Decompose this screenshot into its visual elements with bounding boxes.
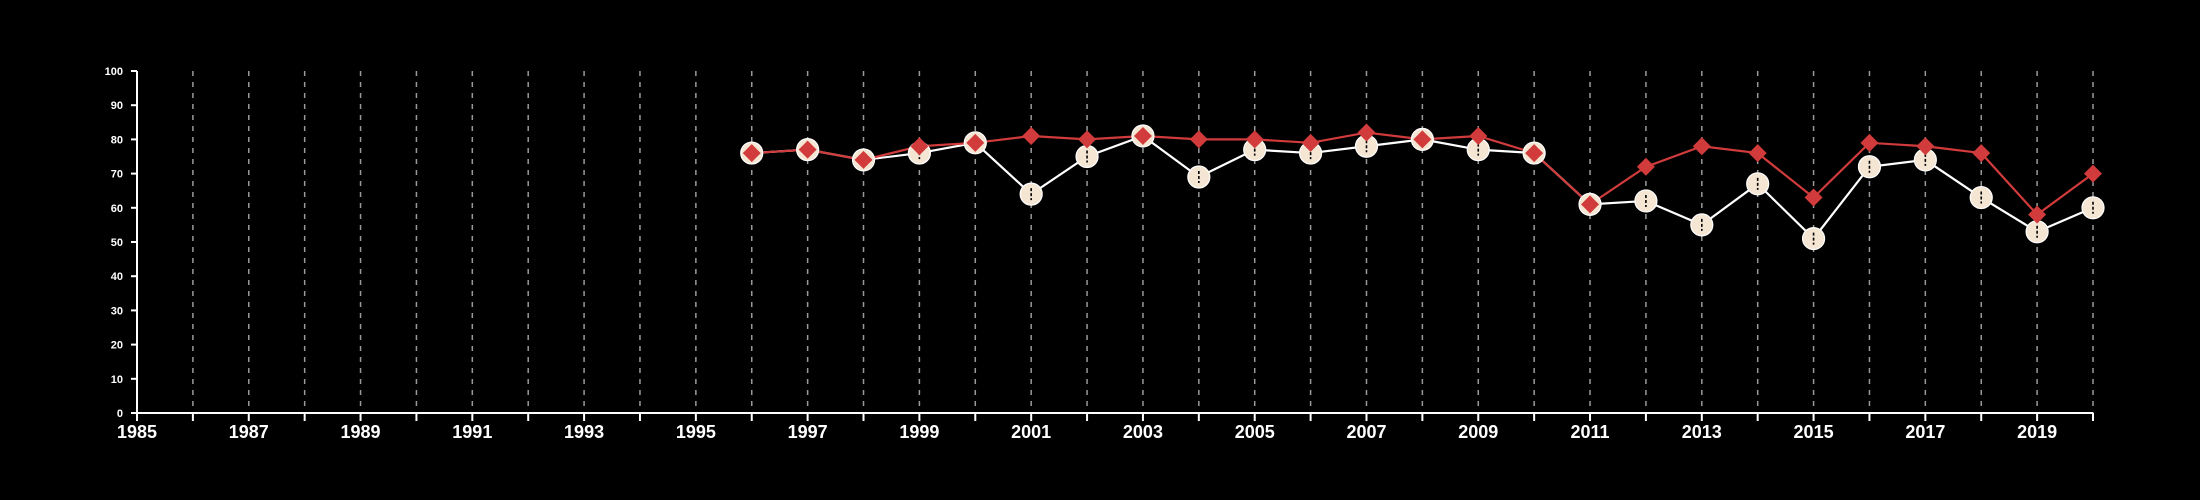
x-tick-label: 1993 bbox=[564, 422, 604, 442]
x-tick-label: 1999 bbox=[899, 422, 939, 442]
series-2-point-2006 bbox=[1301, 133, 1320, 152]
y-tick-label: 90 bbox=[111, 100, 123, 112]
series-2-point-2003 bbox=[1133, 126, 1152, 145]
y-tick-label: 60 bbox=[111, 203, 123, 215]
x-tick-label: 1987 bbox=[229, 422, 269, 442]
x-tick-label: 1985 bbox=[117, 422, 157, 442]
y-tick-label: 10 bbox=[111, 374, 123, 386]
series-2-point-2017 bbox=[1916, 137, 1935, 156]
series-2-point-2009 bbox=[1469, 126, 1488, 145]
y-tick-label: 80 bbox=[111, 134, 123, 146]
series-2-point-2011 bbox=[1581, 195, 1600, 214]
series-2-point-2008 bbox=[1413, 130, 1432, 149]
series-2-point-2001 bbox=[1022, 126, 1041, 145]
series-2-point-2007 bbox=[1357, 123, 1376, 142]
x-tick-label: 2009 bbox=[1458, 422, 1498, 442]
x-tick-label: 2011 bbox=[1570, 422, 1609, 442]
y-tick-label: 50 bbox=[111, 237, 123, 249]
series-2-point-1998 bbox=[854, 150, 873, 169]
series-2-point-2018 bbox=[1972, 144, 1991, 163]
series-2-point-2013 bbox=[1692, 137, 1711, 156]
series-2-point-2002 bbox=[1078, 130, 1097, 149]
series-2-point-2010 bbox=[1525, 144, 1544, 163]
x-tick-label: 2019 bbox=[2017, 422, 2057, 442]
y-tick-label: 100 bbox=[105, 66, 123, 78]
x-tick-label: 2017 bbox=[1905, 422, 1945, 442]
x-tick-label: 1989 bbox=[341, 422, 381, 442]
x-tick-label: 2005 bbox=[1235, 422, 1275, 442]
series-2-point-2014 bbox=[1748, 144, 1767, 163]
series-2-point-1996 bbox=[742, 144, 761, 163]
y-tick-label: 70 bbox=[111, 169, 123, 181]
series-2-point-2005 bbox=[1245, 130, 1264, 149]
series-2-point-1999 bbox=[910, 137, 929, 156]
y-tick-label: 40 bbox=[111, 271, 123, 283]
axes: 0 10 20 30 40 50 60 70 80 90 100 1985 1987 1989 1991 19… bbox=[105, 66, 2094, 442]
series-2-point-2015 bbox=[1804, 188, 1823, 207]
x-tick-label: 2007 bbox=[1346, 422, 1386, 442]
x-tick-label: 2015 bbox=[1794, 422, 1834, 442]
series-2-point-2000 bbox=[966, 133, 985, 152]
y-tick-label: 20 bbox=[111, 340, 123, 352]
series-2-point-2012 bbox=[1636, 157, 1655, 176]
x-tick-label: 1997 bbox=[788, 422, 828, 442]
series-group bbox=[740, 123, 2105, 251]
x-tick-label: 2003 bbox=[1123, 422, 1163, 442]
x-tick-label: 1991 bbox=[452, 422, 492, 442]
x-tick-label: 2001 bbox=[1011, 422, 1051, 442]
series-2-point-2016 bbox=[1860, 133, 1879, 152]
x-tick-label: 2013 bbox=[1682, 422, 1722, 442]
y-tick-label: 30 bbox=[111, 305, 123, 317]
y-tick-label: 0 bbox=[117, 408, 123, 420]
x-tick-label: 1995 bbox=[676, 422, 716, 442]
series-2-point-2020 bbox=[2084, 164, 2102, 183]
series-2-point-2004 bbox=[1189, 130, 1208, 149]
series-2-point-2019 bbox=[2028, 205, 2047, 224]
series-2-point-1997 bbox=[798, 140, 817, 159]
